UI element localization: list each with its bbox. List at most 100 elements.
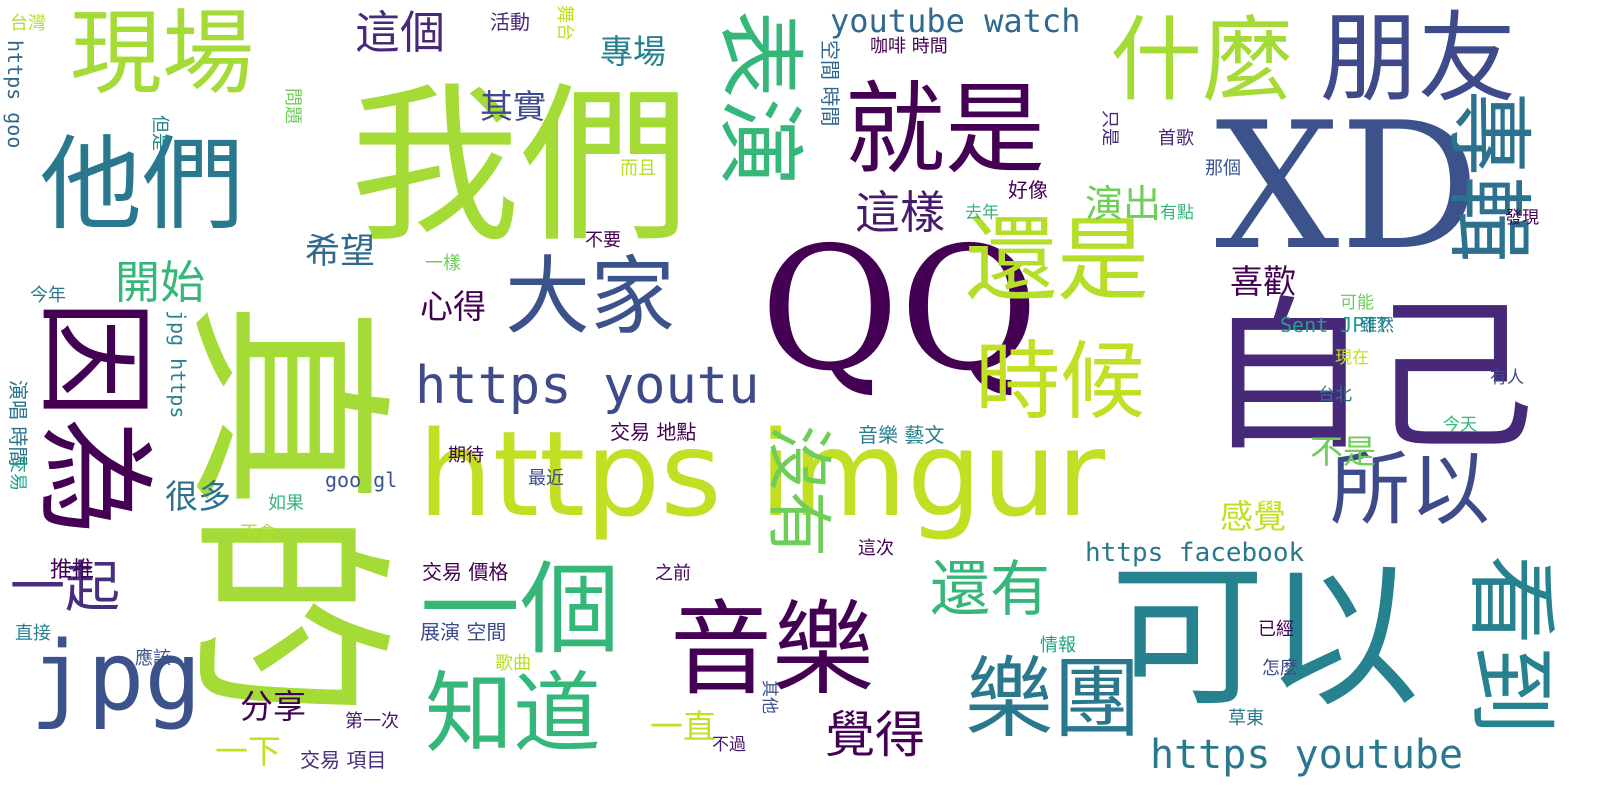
cloud-word: 專場 — [600, 32, 666, 71]
cloud-word: 情報 — [1040, 635, 1076, 656]
cloud-word: 但是 — [149, 115, 170, 151]
cloud-word: 只是 — [1099, 110, 1120, 146]
cloud-word: jpg https — [166, 310, 190, 419]
cloud-word: 而且 — [620, 158, 656, 179]
cloud-word: 我們 — [350, 68, 691, 266]
cloud-word: 雖然 — [1360, 316, 1394, 336]
cloud-word: 開始 — [115, 256, 206, 309]
cloud-word: https youtu — [415, 356, 760, 416]
cloud-word: 因為 — [25, 300, 163, 537]
cloud-word: 這次 — [858, 538, 894, 559]
cloud-word: 就是 — [845, 71, 1045, 188]
cloud-word: 什麼 — [1110, 7, 1295, 114]
cloud-word: 演出 — [1085, 182, 1162, 226]
cloud-word: 自己 — [1205, 281, 1535, 473]
cloud-word: 交易 — [7, 455, 28, 491]
cloud-word: 其實 — [480, 87, 546, 126]
cloud-word: 今年 — [30, 285, 66, 306]
cloud-word: 覺得 — [825, 706, 925, 764]
cloud-word: QQ — [760, 211, 1039, 409]
cloud-word: 現場 — [70, 0, 255, 107]
cloud-word: 去年 — [965, 203, 999, 223]
cloud-word: 咖啡 時間 — [870, 36, 948, 57]
cloud-word: 發現 — [1505, 208, 1539, 228]
cloud-word: 還是 — [965, 207, 1150, 314]
cloud-word: 那個 — [1205, 158, 1241, 179]
cloud-word: 台灣 — [10, 13, 46, 34]
cloud-word: 已經 — [1258, 619, 1294, 640]
cloud-word: 交易 地點 — [610, 420, 697, 444]
cloud-word: 一個 — [420, 551, 620, 668]
cloud-word: 應該 — [135, 648, 171, 669]
cloud-word: 直接 — [15, 623, 51, 644]
cloud-word: 不會 — [240, 523, 276, 544]
cloud-word: XD — [1215, 86, 1480, 289]
cloud-word: Sent JPTT — [1280, 313, 1389, 337]
cloud-word: 這個 — [355, 6, 446, 59]
cloud-word: 不要 — [585, 230, 621, 251]
cloud-word: 展演 空間 — [420, 620, 507, 644]
cloud-word: 其他 — [759, 680, 779, 714]
cloud-word: 最近 — [528, 468, 564, 489]
cloud-word: 專輯 — [1438, 90, 1538, 262]
cloud-word: 分享 — [240, 687, 306, 726]
cloud-word: 活動 — [490, 10, 530, 34]
cloud-word: 一樣 — [425, 253, 461, 274]
cloud-word: https facebook — [1085, 538, 1305, 568]
cloud-word: 舞台 — [554, 5, 575, 41]
cloud-word: 朋友 — [1320, 2, 1517, 116]
cloud-word: 有點 — [1160, 203, 1194, 223]
cloud-word: 沒有 — [760, 425, 837, 557]
cloud-word: 時候 — [975, 333, 1146, 432]
cloud-word: 這樣 — [855, 186, 946, 239]
cloud-word: 歌曲 — [495, 653, 531, 674]
cloud-word: 可以 — [1110, 547, 1420, 728]
cloud-word: 一直 — [650, 707, 716, 746]
cloud-word: 一起 — [10, 555, 121, 619]
cloud-word: youtube watch — [830, 2, 1081, 40]
cloud-word: 空間 時間 — [818, 40, 842, 127]
cloud-word: 很多 — [165, 477, 231, 516]
cloud-word: jpg — [30, 622, 202, 732]
cloud-word: 表演 — [708, 10, 811, 187]
cloud-word: 首歌 — [1158, 128, 1194, 149]
cloud-word: 今天 — [1443, 415, 1477, 435]
cloud-word: 感覺 — [1220, 497, 1286, 536]
cloud-word: 希望 — [305, 232, 376, 272]
cloud-word: 現在 — [1335, 348, 1369, 368]
cloud-word: 他們 — [40, 126, 244, 245]
cloud-word: 問題 — [282, 88, 303, 124]
cloud-word: 演唱 時間 — [6, 380, 30, 467]
cloud-word: 推推 — [50, 558, 95, 583]
cloud-word: https goo — [3, 40, 27, 149]
cloud-word: 交易 價格 — [422, 560, 509, 584]
cloud-word: 草東 — [1228, 708, 1264, 729]
cloud-word: 一下 — [215, 732, 281, 771]
cloud-word: 心得 — [420, 287, 486, 326]
cloud-word: 看到 — [1458, 555, 1563, 735]
cloud-word: https youtube — [1150, 732, 1464, 778]
cloud-word: 如果 — [268, 493, 304, 514]
cloud-word: 樂團 — [965, 647, 1142, 750]
cloud-word: 期待 — [448, 445, 484, 466]
cloud-word: 第一次 — [345, 711, 399, 732]
cloud-word: 之前 — [655, 563, 691, 584]
cloud-word: 可能 — [1340, 293, 1374, 313]
cloud-word: 怎麼 — [1262, 658, 1298, 679]
cloud-word: 台北 — [1318, 385, 1352, 405]
cloud-word: 還有 — [930, 555, 1050, 625]
cloud-word: 知道 — [425, 662, 602, 765]
cloud-word: 有人 — [1490, 368, 1524, 388]
cloud-word: 音樂 — [670, 591, 874, 710]
cloud-word: 所以 — [1330, 443, 1490, 536]
cloud-word: 不過 — [712, 735, 746, 755]
cloud-word: 交易 項目 — [300, 748, 387, 772]
cloud-word: 音樂 藝文 — [858, 423, 945, 447]
cloud-word: https imgur — [418, 405, 1106, 543]
cloud-word: 大家 — [505, 248, 676, 347]
cloud-word: 喜歡 — [1230, 262, 1296, 301]
cloud-word: goo gl — [325, 468, 398, 492]
cloud-word: 好像 — [1008, 178, 1048, 202]
cloud-word: 不是 — [1310, 432, 1376, 471]
